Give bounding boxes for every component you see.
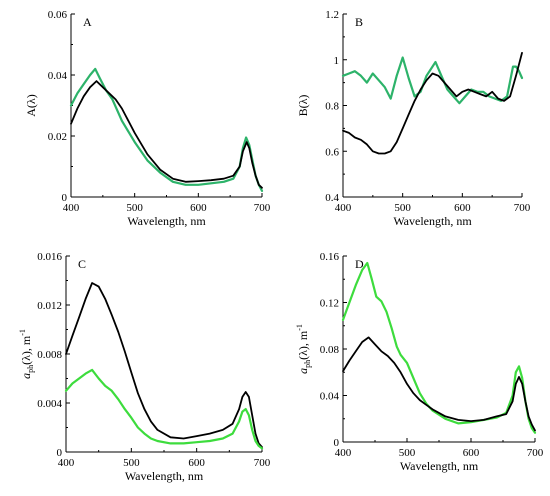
x-tick-label: 500 (399, 447, 416, 459)
x-tick-label: 700 (527, 447, 544, 459)
x-axis-label: Wavelength, nm (393, 214, 472, 228)
x-tick-label: 400 (63, 202, 80, 214)
y-tick-label: 0.12 (320, 298, 339, 310)
y-tick-label: 0.008 (37, 349, 62, 361)
x-tick-label: 600 (463, 447, 480, 459)
y-tick-label: 0.02 (48, 131, 67, 143)
x-tick-label: 600 (454, 202, 471, 214)
panel-A: 400 500 600 700 0 0.02 0.04 0.06 A Wavelength, nm… (24, 9, 271, 228)
y-tick-label: 1.2 (325, 9, 339, 21)
y-tick-label: 0.08 (320, 344, 340, 356)
y-tick-label: 0 (334, 437, 340, 449)
panel-letter: C (78, 257, 86, 271)
y-tick-label: 0.06 (48, 9, 68, 21)
y-tick-label: 0.8 (325, 101, 339, 113)
y-axis-label: A(λ) (24, 94, 38, 116)
y-tick-label: 0.4 (325, 192, 339, 204)
y-tick-label: 1 (334, 55, 340, 67)
series-line-black (65, 282, 263, 449)
x-tick-label: 400 (58, 457, 75, 469)
series-line-green_bright (64, 368, 264, 450)
x-tick-label: 600 (190, 202, 207, 214)
y-tick-label: 0.016 (37, 251, 62, 263)
y-tick-label: 0.6 (325, 146, 339, 158)
x-axis-label: Wavelength, nm (127, 214, 206, 228)
x-tick-label: 400 (335, 447, 352, 459)
y-tick-label: 0.04 (320, 391, 340, 403)
x-tick-label: 700 (254, 457, 271, 469)
y-axis-label: aph(λ), m-1 (18, 329, 35, 379)
series-line-green (69, 67, 264, 192)
series-line-black (342, 336, 536, 432)
panel-letter: D (355, 257, 364, 271)
y-tick-label: 0.16 (320, 251, 340, 263)
y-tick-label: 0 (57, 447, 63, 459)
y-axis-label: aph(λ), m-1 (295, 324, 312, 374)
panel-letter: A (83, 15, 92, 29)
y-tick-label: 0.004 (37, 398, 62, 410)
x-tick-label: 400 (335, 202, 352, 214)
panel-D: 400 500 600 700 0 0.04 0.08 0.12 0.16 D Wavelength… (295, 251, 544, 473)
y-tick-label: 0.04 (48, 70, 68, 82)
panel-B: 400 500 600 700 0.4 0.6 0.8 1 1.2 B Wavelength, nm… (296, 9, 531, 228)
y-tick-label: 0.012 (37, 300, 62, 312)
y-tick-label: 0 (62, 192, 68, 204)
y-axis-label: B(λ) (296, 95, 310, 117)
x-tick-label: 700 (254, 202, 271, 214)
x-tick-label: 600 (188, 457, 205, 469)
x-tick-label: 500 (123, 457, 140, 469)
panel-letter: B (355, 15, 363, 29)
series-line-green (341, 56, 524, 105)
x-tick-label: 700 (514, 202, 531, 214)
series-line-black (70, 80, 263, 189)
x-tick-label: 500 (394, 202, 411, 214)
x-axis-label: Wavelength, nm (400, 459, 479, 473)
x-tick-label: 500 (126, 202, 143, 214)
panel-C: 400 500 600 700 0 0.004 0.008 0.012 0.016 C Wavele… (18, 251, 271, 483)
series-line-green_bright (341, 261, 537, 434)
series-line-black (342, 52, 523, 155)
x-axis-label: Wavelength, nm (125, 469, 204, 483)
